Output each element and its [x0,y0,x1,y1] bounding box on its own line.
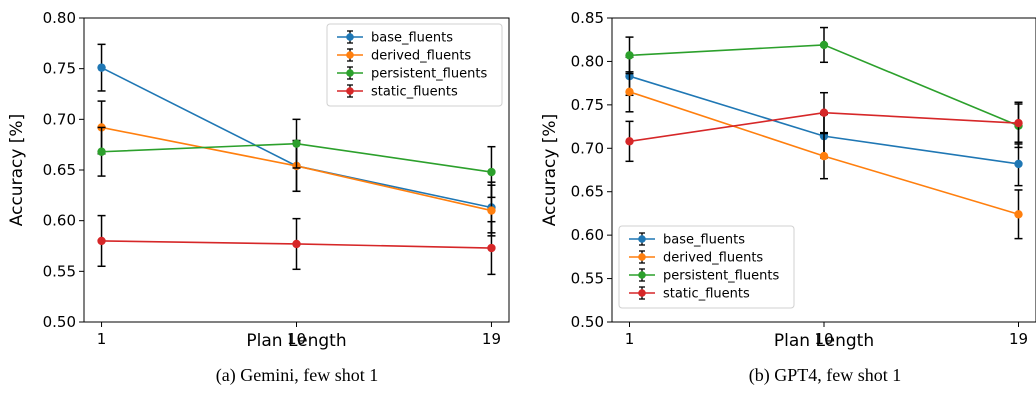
legend-marker [346,51,354,59]
data-point [1014,210,1023,219]
y-tick-label: 0.50 [571,313,604,331]
chart-panel-2: 0.50 0.55 0.60 0.65 0.70 0.75 0.80 0.85 1 10 19 Pla… [540,9,1036,386]
data-point [292,239,301,249]
x-tick-label: 10 [287,330,306,348]
y-tick-label: 0.70 [43,110,76,128]
y-tick-label: 0.80 [43,9,76,27]
legend-marker [346,69,354,77]
legend-label: base_fluents [663,233,745,248]
data-point [819,151,829,161]
x-tick-label: 1 [97,330,107,348]
x-tick-label: 10 [814,330,833,348]
figure-caption: (a) Gemini, few shot 1 [216,365,378,386]
data-point [97,236,106,246]
x-axis-label: Plan Length [774,331,874,351]
data-point [819,40,829,50]
figure-caption: (b) GPT4, few shot 1 [749,365,901,386]
series-static_fluents [97,214,496,276]
series-static_fluents [625,91,1023,163]
y-axis-label: Accuracy [%] [540,114,560,226]
data-point [487,167,496,177]
data-point [625,137,634,146]
y-axis-label: Accuracy [%] [7,114,27,226]
y-tick-label: 0.75 [43,60,76,78]
legend-marker [638,289,646,297]
y-tick-label: 0.65 [43,161,76,179]
legend-marker [346,33,354,41]
y-tick-label: 0.55 [571,270,604,288]
x-tick-label: 1 [625,330,635,348]
y-tick-label: 0.55 [43,262,76,280]
legend-marker [638,235,646,243]
y-tick-label: 0.65 [571,183,604,201]
legend-label: static_fluents [663,287,750,302]
legend-label: base_fluents [371,31,453,46]
data-point [97,147,106,156]
legend: base_fluents derived_fluents persistent_fl… [326,23,503,107]
x-tick-label: 19 [482,330,501,348]
legend: base_fluents derived_fluents persistent_fl… [618,225,795,309]
x-tick-label: 19 [1009,330,1028,348]
legend-marker [346,87,354,95]
y-tick-label: 0.50 [43,313,76,331]
y-tick-label: 0.60 [571,226,604,244]
legend-marker [638,271,646,279]
data-point [1014,159,1023,169]
legend-box [618,225,795,309]
legend-label: persistent_fluents [663,269,779,284]
series-derived_fluents [625,71,1023,240]
data-point [292,139,301,148]
chart-panel-1: 0.50 0.55 0.60 0.65 0.70 0.75 0.80 1 10 19 Plan Le… [7,9,510,386]
y-tick-label: 0.80 [571,52,604,70]
legend-label: derived_fluents [371,49,471,64]
y-tick-label: 0.85 [571,9,604,27]
data-point [487,206,496,215]
y-tick-label: 0.70 [571,139,604,157]
legend-label: static_fluents [371,85,458,100]
data-point [625,87,634,97]
data-point [97,63,106,72]
legend-label: persistent_fluents [371,67,487,82]
series-persistent_fluents [97,118,496,199]
legend-label: derived_fluents [663,251,763,266]
data-point [487,243,496,253]
data-point [819,108,829,117]
legend-box [326,23,503,107]
y-tick-label: 0.60 [43,212,76,230]
x-axis-label: Plan Length [246,331,346,351]
y-tick-label: 0.75 [571,96,604,114]
legend-marker [638,253,646,261]
data-point [625,51,634,60]
data-point [1014,118,1023,128]
